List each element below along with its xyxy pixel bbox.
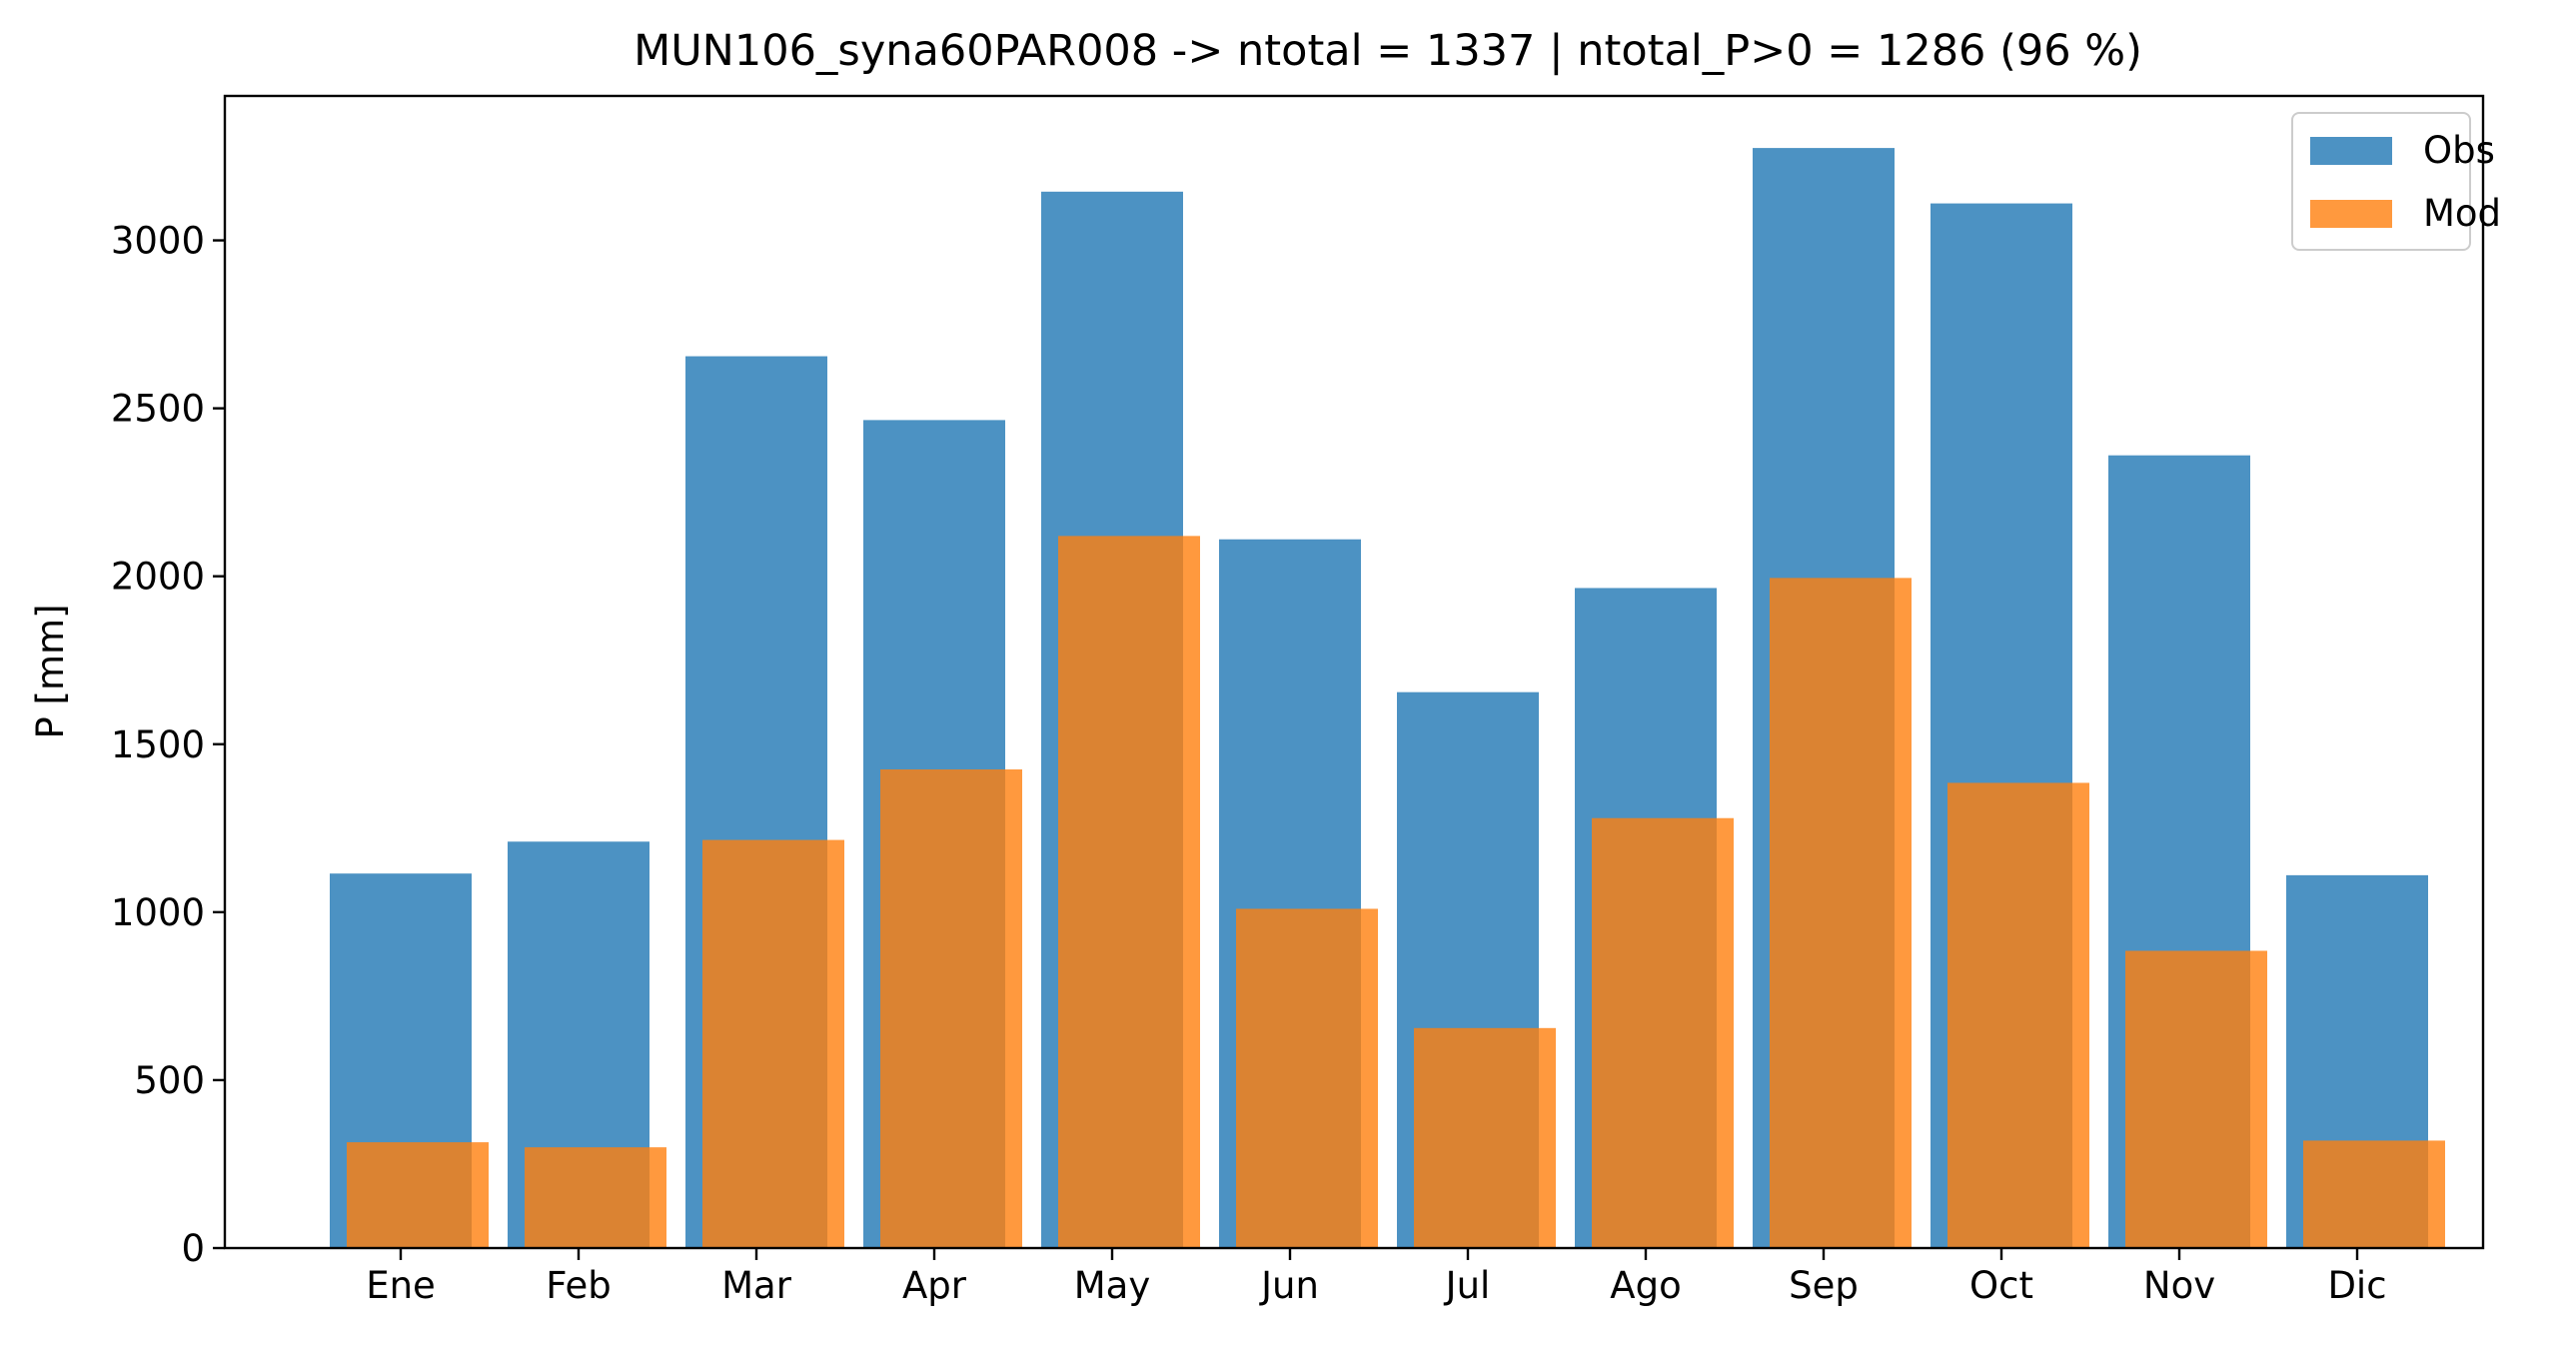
- x-tick-label: Nov: [2143, 1264, 2215, 1307]
- x-tick-label: Jul: [1444, 1264, 1491, 1307]
- y-tick-label: 500: [134, 1059, 205, 1102]
- bar-mod-oct: [1947, 782, 2089, 1248]
- bar-mod-mar: [702, 839, 844, 1248]
- x-tick-label: Apr: [902, 1264, 967, 1307]
- legend-swatch-mod: [2310, 200, 2392, 228]
- y-axis-label: P [mm]: [29, 604, 72, 738]
- y-tick-label: 2000: [111, 556, 205, 599]
- legend-swatch-obs: [2310, 137, 2392, 165]
- x-tick-label: Ene: [366, 1264, 436, 1307]
- bar-mod-jun: [1236, 908, 1378, 1248]
- bar-mod-ago: [1592, 817, 1734, 1248]
- x-axis: Ene Feb Mar Apr May Jun Jul Ago Sep Oct Nov Dic: [366, 1248, 2387, 1307]
- bars-group: [330, 148, 2445, 1249]
- y-tick-label: 1000: [111, 891, 205, 934]
- bar-mod-jul: [1414, 1027, 1556, 1248]
- bar-mod-feb: [525, 1147, 666, 1248]
- y-tick-label: 0: [181, 1227, 205, 1270]
- bar-mod-nov: [2125, 950, 2267, 1248]
- legend-label-obs: Obs: [2423, 129, 2495, 172]
- x-tick-label: May: [1074, 1264, 1151, 1307]
- x-tick-label: Oct: [1969, 1264, 2033, 1307]
- legend: Obs Mod: [2291, 112, 2501, 251]
- y-tick-label: 3000: [111, 220, 205, 263]
- y-axis: 0 500 1000 1500 2000 2500 3000: [111, 220, 225, 1270]
- plot-frame: [223, 94, 2485, 1250]
- bar-mod-ene: [347, 1142, 489, 1248]
- bar-mod-dic: [2303, 1140, 2445, 1248]
- x-tick-label: Ago: [1610, 1264, 1681, 1307]
- x-tick-label: Jun: [1259, 1264, 1319, 1307]
- bar-mod-may: [1058, 536, 1200, 1248]
- x-tick-label: Feb: [546, 1264, 612, 1307]
- bar-mod-apr: [880, 768, 1022, 1248]
- x-tick-label: Dic: [2327, 1264, 2386, 1307]
- y-tick-label: 2500: [111, 388, 205, 431]
- bar-mod-sep: [1770, 578, 1912, 1248]
- y-tick-label: 1500: [111, 723, 205, 766]
- chart-title: MUN106_syna60PAR008 -> ntotal = 1337 | n…: [634, 26, 2142, 76]
- x-tick-label: Mar: [721, 1264, 792, 1307]
- legend-label-mod: Mod: [2423, 192, 2501, 235]
- x-tick-label: Sep: [1789, 1264, 1859, 1307]
